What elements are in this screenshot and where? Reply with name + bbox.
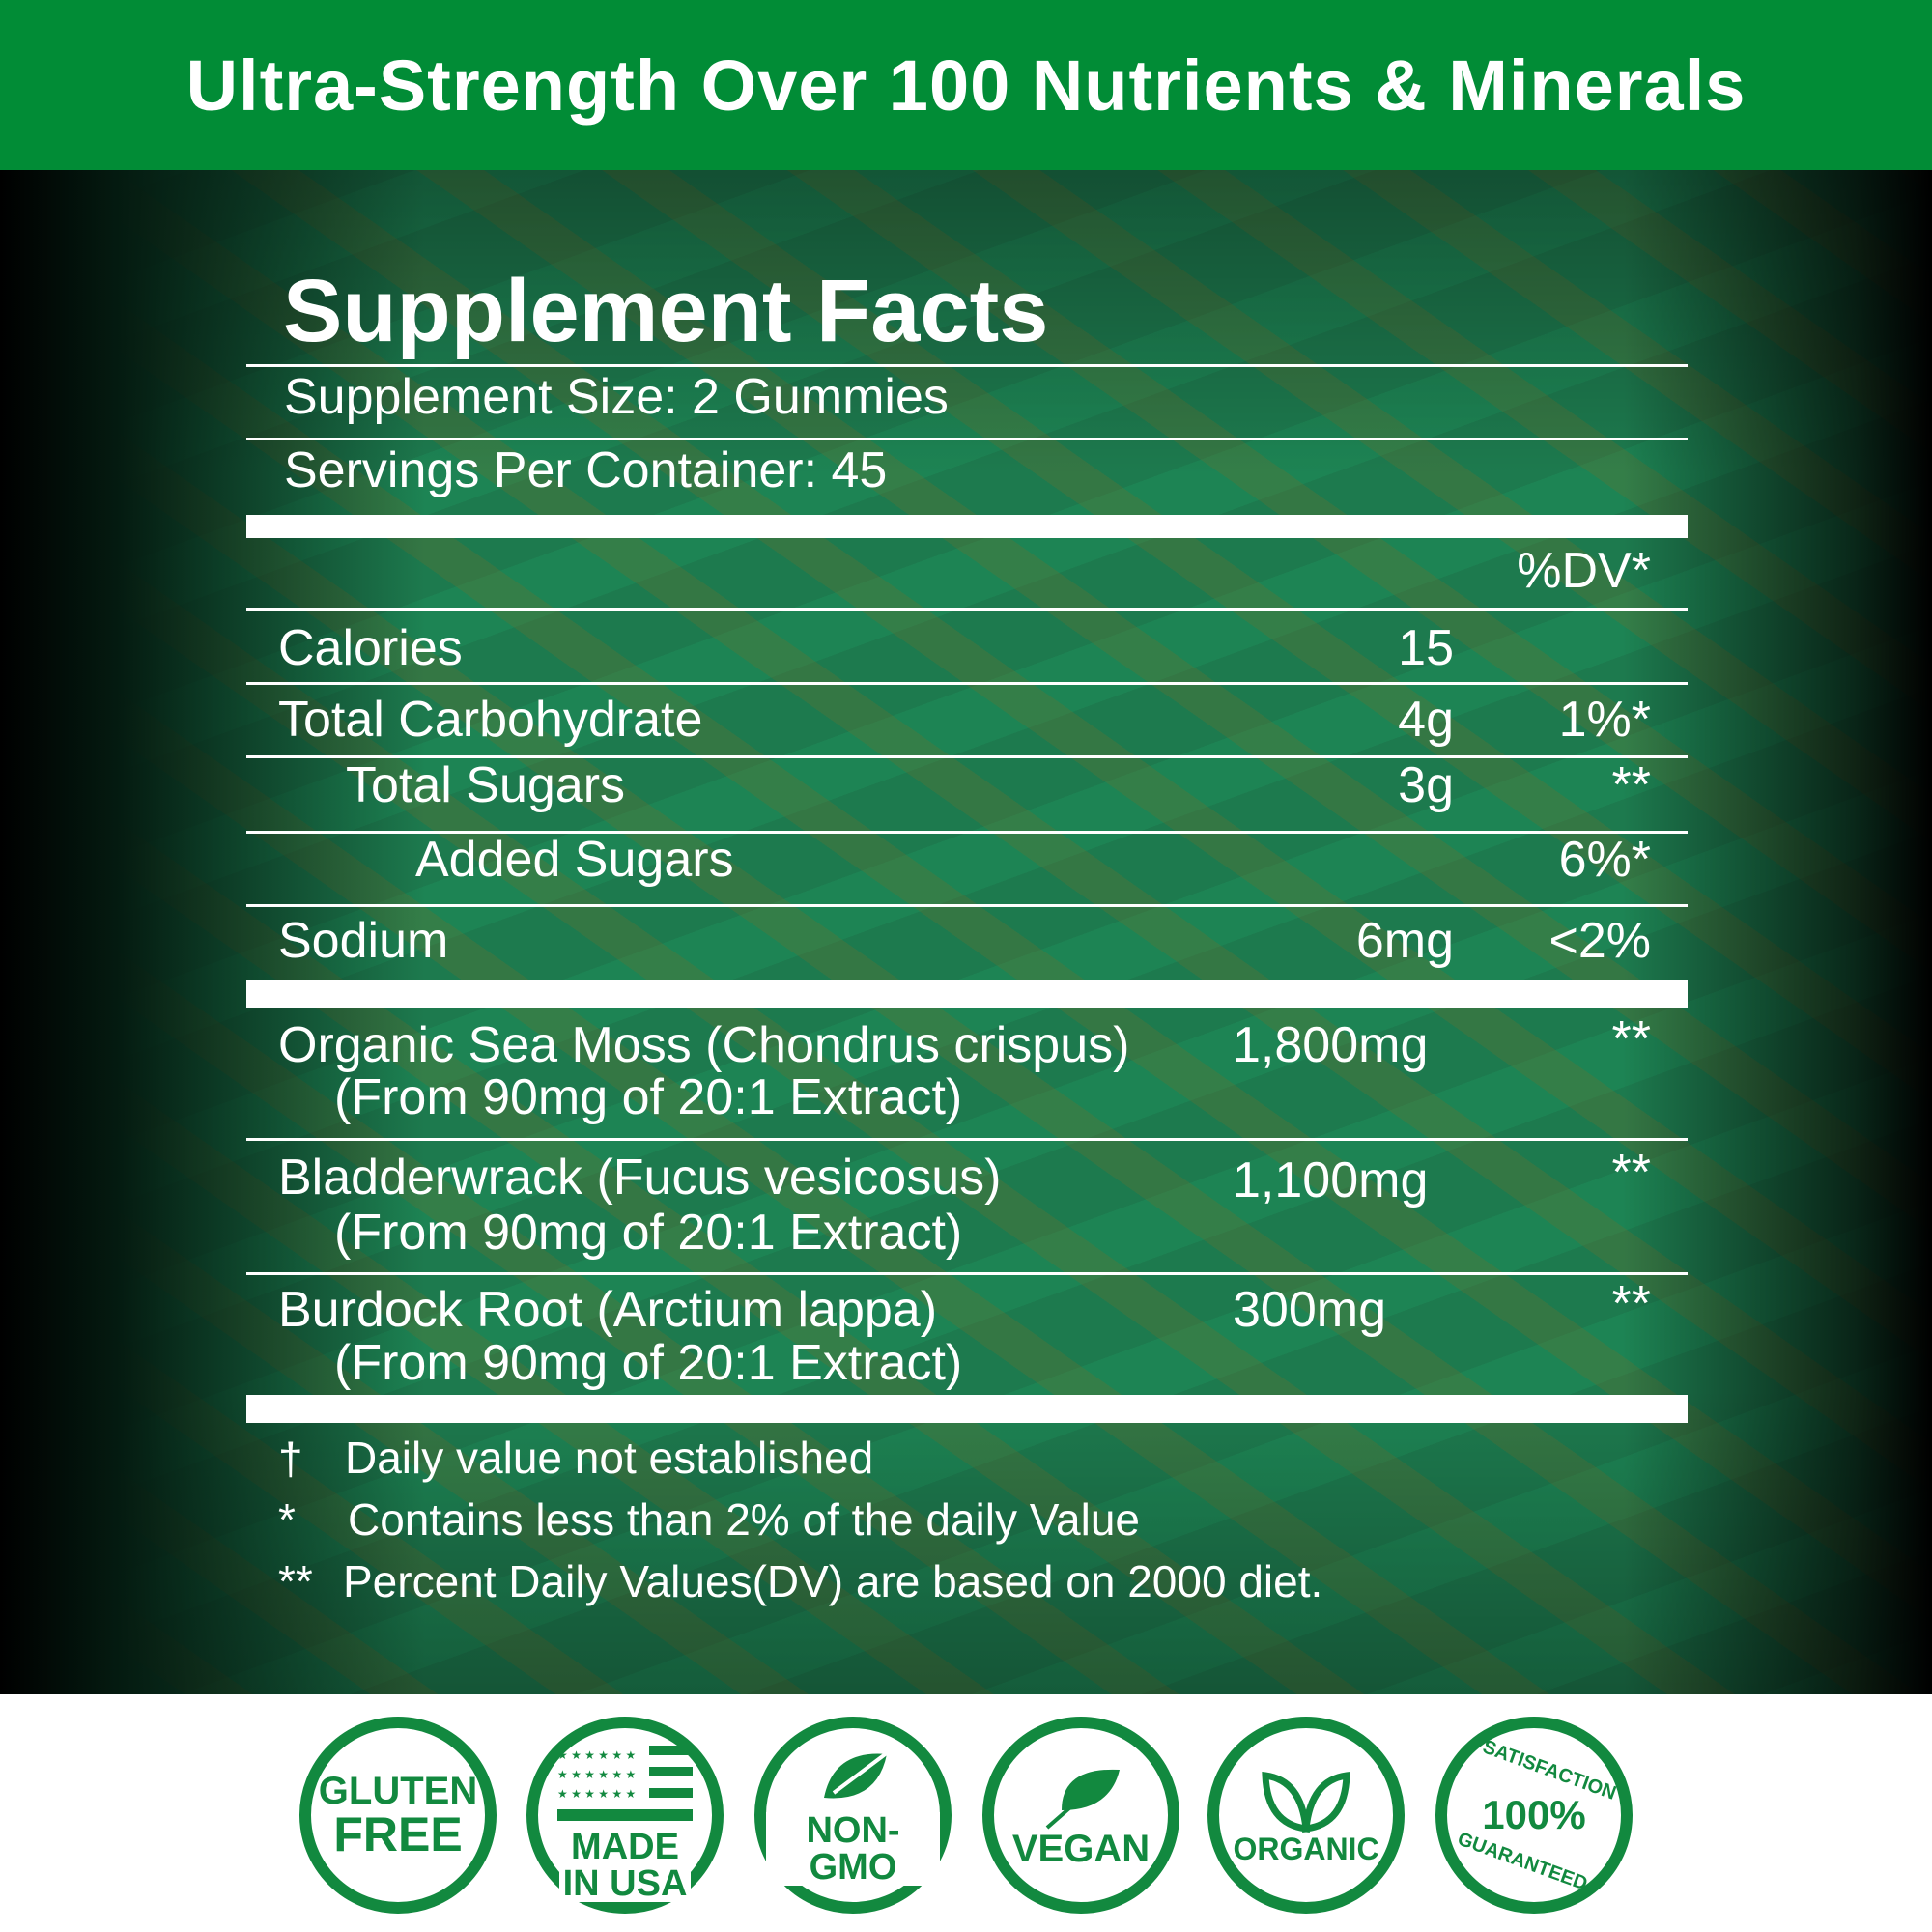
servings-per-container: Servings Per Container: 45 [284,442,888,498]
botanical-name: Burdock Root (Arctium lappa) [278,1282,938,1338]
row-dv: 1%* [1558,692,1651,748]
badge-text: MADE [567,1829,683,1865]
us-flag-icon: ★ ★ ★ ★ ★ ★ ★ ★ ★ ★ ★ ★ ★ ★ ★ ★ ★ ★ [557,1746,693,1821]
row-dv: ** [1611,757,1651,813]
botanical-amount: 300mg [1233,1282,1386,1338]
botanical-amount: 1,800mg [1233,1017,1429,1073]
footnote-text: Daily value not established [345,1433,874,1483]
botanical-sub: (From 90mg of 20:1 Extract) [334,1335,963,1391]
badge-text: GLUTEN [318,1770,478,1812]
row-name: Added Sugars [415,832,734,888]
botanical-sub: (From 90mg of 20:1 Extract) [334,1205,963,1261]
footnote-text: Percent Daily Values(DV) are based on 20… [343,1556,1323,1606]
satisfaction-guaranteed-badge: SATISFACTION 100% GUARANTEED [1435,1717,1633,1914]
organic-badge: ORGANIC [1208,1717,1405,1914]
facts-title: Supplement Facts [283,262,1049,360]
badge-text: FREE [333,1807,463,1861]
thick-divider [246,980,1688,1008]
svg-text:★ ★ ★ ★ ★ ★: ★ ★ ★ ★ ★ ★ [557,1768,636,1781]
badge-strip: GLUTEN FREE ★ ★ ★ ★ ★ ★ ★ ★ ★ ★ ★ ★ ★ ★ ★ … [0,1694,1932,1932]
row-name: Sodium [278,913,449,969]
row-name: Total Sugars [346,757,626,813]
serving-size: Supplement Size: 2 Gummies [284,369,949,425]
supplement-facts-panel [0,170,1932,1694]
dv-header: %DV* [1517,543,1651,599]
divider [246,1272,1688,1275]
badge-text: GUARANTEED [1455,1828,1591,1895]
svg-text:★ ★ ★ ★ ★ ★: ★ ★ ★ ★ ★ ★ [557,1748,636,1762]
botanical-name: Organic Sea Moss (Chondrus crispus) [278,1017,1130,1073]
thick-divider [246,1395,1688,1423]
botanical-dv: ** [1611,1276,1651,1332]
made-in-usa-badge: ★ ★ ★ ★ ★ ★ ★ ★ ★ ★ ★ ★ ★ ★ ★ ★ ★ ★ MADE I… [526,1717,724,1914]
row-amount: 4g [1398,692,1454,748]
header-banner: Ultra-Strength Over 100 Nutrients & Mine… [0,0,1932,170]
vegan-badge: VEGAN [982,1717,1179,1914]
row-dv: <2% [1548,913,1651,969]
botanical-name: Bladderwrack (Fucus vesicosus) [278,1150,1002,1206]
botanical-dv: ** [1611,1145,1651,1201]
footnote-text: Contains less than 2% of the daily Value [348,1494,1140,1545]
gluten-free-badge: GLUTEN FREE [299,1717,497,1914]
row-name: Calories [278,620,463,676]
row-amount: 15 [1398,620,1454,676]
row-amount: 3g [1398,757,1454,813]
footnote-mark: * [278,1494,296,1545]
divider [246,1138,1688,1141]
header-title: Ultra-Strength Over 100 Nutrients & Mine… [185,44,1747,126]
footnote-mark: † [278,1434,303,1484]
row-name: Total Carbohydrate [278,692,703,748]
badge-text: IN USA [558,1865,692,1902]
divider [246,904,1688,907]
badge-text: VEGAN [1011,1828,1151,1870]
divider [246,682,1688,685]
non-gmo-badge: NON-GMO [754,1717,952,1914]
svg-text:★ ★ ★ ★ ★ ★: ★ ★ ★ ★ ★ ★ [557,1787,636,1801]
sprout-icon [1262,1771,1350,1833]
divider [246,608,1688,611]
footnote-mark: ** [278,1556,313,1606]
badge-text: 100% [1482,1792,1586,1837]
botanical-sub: (From 90mg of 20:1 Extract) [334,1069,963,1125]
leaf-icon [824,1747,894,1799]
leaf-icon [1045,1769,1120,1830]
botanical-amount: 1,100mg [1233,1152,1429,1208]
divider [246,438,1688,440]
row-dv: 6%* [1558,832,1651,888]
divider [246,364,1688,367]
badge-text: ORGANIC [1233,1832,1379,1866]
divider [246,755,1688,758]
badge-text: NON-GMO [766,1812,940,1886]
row-amount: 6mg [1355,913,1454,969]
thick-divider [246,515,1688,538]
botanical-dv: ** [1611,1011,1651,1067]
divider [246,831,1688,834]
